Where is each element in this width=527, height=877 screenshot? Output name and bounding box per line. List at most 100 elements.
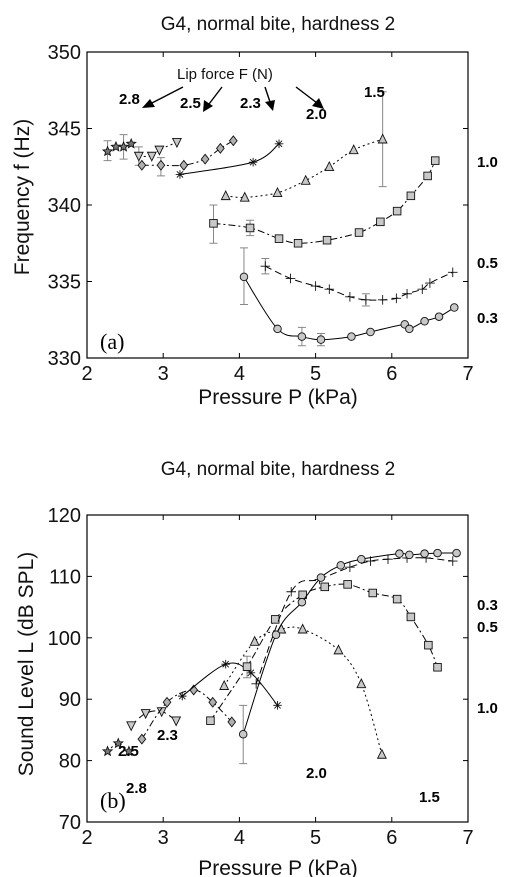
- series-label: 1.0: [477, 154, 498, 171]
- data-point: [345, 562, 355, 572]
- data-point: [101, 745, 114, 757]
- data-point: [248, 157, 258, 167]
- data-point: [101, 145, 114, 157]
- series-label: 2.8: [126, 780, 147, 797]
- data-point: [242, 662, 252, 671]
- y-tick-label: 335: [48, 272, 81, 294]
- series-label: 2.8: [119, 91, 140, 108]
- series-line: [223, 626, 383, 755]
- series-2.3: 2.3: [137, 684, 237, 745]
- data-point: [357, 554, 366, 564]
- data-point: [208, 696, 218, 708]
- series-line: [225, 138, 383, 198]
- data-point: [117, 140, 130, 152]
- series-0.5: 0.5: [251, 553, 498, 689]
- data-point: [239, 272, 249, 282]
- data-point: [377, 133, 388, 144]
- x-tick-label: 2: [81, 827, 92, 849]
- x-tick-label: 7: [462, 827, 473, 849]
- data-point: [345, 292, 355, 302]
- data-point: [154, 145, 165, 156]
- data-point: [361, 295, 371, 305]
- data-point: [146, 151, 157, 162]
- x-tick-label: 7: [462, 363, 473, 385]
- plot-frame: [86, 51, 469, 359]
- series-label: 2.0: [306, 765, 327, 782]
- series-2.0: 2.0: [175, 106, 327, 179]
- data-point: [433, 548, 442, 558]
- data-point: [310, 281, 321, 291]
- data-point: [239, 191, 250, 202]
- data-point: [133, 151, 144, 162]
- panel-label: (a): [100, 329, 124, 354]
- plot-frame: [86, 514, 469, 823]
- x-tick-label: 5: [310, 827, 321, 849]
- data-point: [316, 335, 326, 344]
- series-label: 1.5: [419, 789, 440, 806]
- data-point: [417, 284, 428, 294]
- series-label: 0.5: [477, 619, 498, 636]
- series-label: 1.0: [477, 700, 498, 717]
- x-tick-label: 4: [234, 363, 245, 385]
- data-point: [274, 234, 284, 243]
- data-point: [137, 733, 147, 745]
- data-point: [272, 186, 283, 198]
- data-point: [206, 716, 215, 725]
- data-point: [392, 206, 402, 216]
- series-1.5: 1.5: [220, 84, 388, 202]
- series-label: 0.3: [477, 310, 498, 327]
- data-point: [249, 635, 260, 646]
- series-label: 2.3: [240, 95, 261, 112]
- data-point: [324, 160, 335, 172]
- y-tick-label: 330: [48, 348, 81, 370]
- data-point: [447, 556, 458, 566]
- data-point: [297, 597, 307, 607]
- series-2.8: 2.8: [101, 91, 140, 162]
- data-point: [433, 663, 442, 672]
- data-point: [220, 190, 231, 201]
- y-tick-label: 70: [59, 812, 81, 834]
- data-point: [406, 612, 416, 622]
- data-point: [406, 191, 416, 201]
- data-point: [322, 235, 332, 245]
- data-point: [137, 159, 147, 171]
- series-2.5: 2.5: [133, 95, 201, 166]
- data-point: [300, 174, 311, 185]
- data-point: [125, 137, 137, 149]
- data-point: [162, 696, 172, 708]
- y-tick-label: 100: [48, 628, 81, 650]
- data-point: [227, 716, 237, 728]
- data-point: [123, 745, 135, 757]
- y-axis-label: Frequency f (Hz): [11, 119, 34, 275]
- series-2.5: 2.5: [118, 707, 182, 760]
- y-tick-label: 110: [49, 566, 81, 588]
- x-tick-label: 3: [158, 363, 169, 385]
- data-point: [333, 644, 344, 655]
- data-point: [368, 588, 378, 598]
- series-label: 2.0: [306, 106, 327, 123]
- x-axis-label: Pressure P (kPa): [198, 386, 358, 409]
- data-point: [402, 288, 412, 299]
- series-1.0: 1.0: [209, 154, 498, 248]
- series-label: 2.5: [118, 743, 139, 760]
- series-1.5: 1.5: [219, 623, 440, 806]
- data-point: [348, 144, 359, 155]
- data-point: [110, 140, 122, 152]
- x-tick-label: 2: [81, 363, 92, 385]
- y-tick-label: 345: [48, 119, 81, 141]
- data-point: [297, 332, 307, 341]
- x-tick-label: 3: [158, 827, 169, 849]
- data-point: [452, 548, 461, 558]
- data-point: [156, 159, 166, 171]
- data-point: [420, 317, 429, 326]
- series-label: 2.3: [157, 727, 178, 744]
- y-tick-label: 120: [48, 505, 81, 527]
- y-axis-label: Sound Level L (dB SPL): [15, 552, 38, 777]
- data-point: [171, 138, 182, 149]
- data-point: [273, 324, 282, 334]
- data-point: [420, 549, 429, 558]
- data-point: [405, 324, 414, 334]
- x-axis-label: Pressure P (kPa): [198, 857, 358, 877]
- panel-b: G4, normal bite, hardness 2 Sound Level …: [15, 459, 498, 877]
- x-tick-label: 5: [310, 363, 321, 385]
